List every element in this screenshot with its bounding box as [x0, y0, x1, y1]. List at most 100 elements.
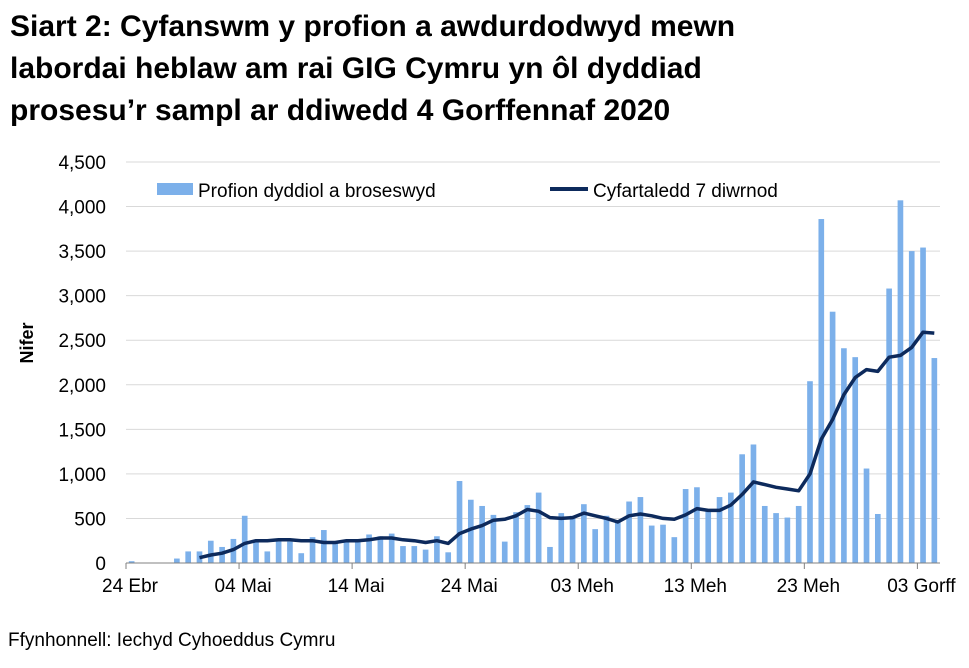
bar	[818, 219, 825, 563]
bar	[637, 497, 644, 563]
bar	[400, 546, 406, 563]
x-tick-label: 03 Meh	[551, 576, 614, 597]
bar	[581, 504, 587, 563]
x-tick-label: 24 Ebr	[102, 576, 159, 597]
title-line-3: prosesu’r sampl ar ddiwedd 4 Gorffennaf …	[10, 94, 671, 127]
source-note: Ffynhonnell: Iechyd Cyhoeddus Cymru	[8, 630, 336, 651]
y-tick-label: 0	[95, 554, 106, 575]
bar	[275, 540, 282, 563]
bar	[829, 311, 836, 563]
bar	[874, 513, 881, 563]
bar	[716, 497, 723, 563]
chart-title: Siart 2: Cyfanswm y profion a awdurdodwy…	[10, 6, 960, 132]
bar	[253, 540, 259, 563]
bar	[174, 558, 180, 563]
bar	[321, 530, 327, 563]
bar	[411, 546, 418, 563]
y-tick-label: 3,500	[58, 242, 106, 263]
bar	[298, 553, 305, 563]
legend-bar-swatch	[157, 183, 193, 195]
bar	[648, 525, 655, 563]
bar	[366, 534, 372, 563]
bar	[852, 357, 859, 563]
bar	[682, 489, 689, 563]
bar	[422, 549, 429, 563]
moving-average-line	[199, 330, 935, 560]
bar	[750, 444, 757, 563]
bar	[569, 515, 576, 563]
gridlines	[126, 161, 940, 519]
y-tick-label: 3,000	[58, 287, 106, 308]
bar	[219, 546, 225, 563]
bar	[524, 505, 531, 563]
bar	[185, 551, 192, 563]
bar	[377, 536, 384, 563]
legend-line-label: Cyfartaledd 7 diwrnod	[593, 181, 778, 202]
legend: Profion dyddiol a broseswyd Cyfartaledd …	[157, 181, 778, 202]
bars	[128, 200, 938, 563]
bar	[343, 540, 350, 563]
y-tick-label: 500	[74, 509, 106, 530]
y-tick-label: 2,500	[58, 331, 106, 352]
bar	[841, 348, 847, 563]
bar	[354, 540, 361, 563]
bar	[207, 540, 214, 563]
bar	[128, 561, 135, 563]
bar	[863, 468, 870, 563]
x-tick-label: 13 Meh	[664, 576, 727, 597]
bar	[558, 513, 565, 563]
bar	[309, 537, 316, 563]
bar	[490, 514, 497, 563]
bar	[241, 515, 248, 563]
bar	[626, 501, 632, 563]
bar	[761, 505, 768, 563]
bar	[513, 512, 519, 563]
bar	[795, 505, 802, 563]
bar	[931, 358, 938, 563]
avg-line-path	[199, 330, 935, 560]
bar	[501, 541, 508, 563]
bar	[886, 288, 892, 563]
bar	[434, 536, 440, 563]
bar	[264, 551, 271, 563]
y-axis-ticks: 0 500 1,000 1,500 2,000 2,500 3,000 3,500 4,000 4…	[58, 153, 106, 575]
bar	[784, 517, 791, 563]
bar	[445, 552, 452, 563]
chart: 0 500 1,000 1,500 2,000 2,500 3,000 3,500 4,000 4…	[17, 153, 956, 597]
bar	[614, 522, 621, 563]
x-tick-label: 23 Meh	[777, 576, 840, 597]
bar	[547, 546, 553, 563]
bar	[908, 251, 915, 563]
bar	[332, 541, 338, 563]
title-line-1: Siart 2: Cyfanswm y profion a awdurdodwy…	[10, 10, 736, 43]
bar	[456, 481, 463, 563]
x-axis: 24 Ebr 04 Mai 14 Mai 24 Mai 03 Meh 13 Meh 23 M…	[102, 562, 956, 597]
x-tick-label: 03 Gorff	[887, 576, 956, 597]
bar	[535, 492, 542, 563]
bar	[694, 487, 700, 563]
x-tick-label: 04 Mai	[215, 576, 272, 597]
bar	[467, 499, 474, 563]
y-tick-label: 1,000	[58, 465, 106, 486]
y-tick-label: 2,000	[58, 376, 106, 397]
bar	[671, 537, 678, 563]
bar	[920, 247, 926, 563]
bar	[592, 529, 599, 563]
title-line-2: labordai heblaw am rai GIG Cymru yn ôl d…	[10, 52, 702, 85]
bar	[705, 511, 712, 563]
x-tick-label: 14 Mai	[328, 576, 385, 597]
bar	[287, 541, 293, 563]
y-tick-label: 4,500	[58, 153, 106, 174]
bar	[388, 533, 395, 563]
y-axis-label: Nifer	[17, 322, 37, 363]
bar	[739, 454, 745, 563]
bar	[660, 524, 666, 563]
legend-bar-label: Profion dyddiol a broseswyd	[198, 181, 436, 202]
bar	[728, 492, 734, 563]
y-tick-label: 1,500	[58, 420, 106, 441]
bar	[603, 515, 610, 563]
x-tick-label: 24 Mai	[441, 576, 498, 597]
y-tick-label: 4,000	[58, 198, 106, 219]
bar	[897, 200, 904, 563]
bar	[773, 513, 779, 563]
